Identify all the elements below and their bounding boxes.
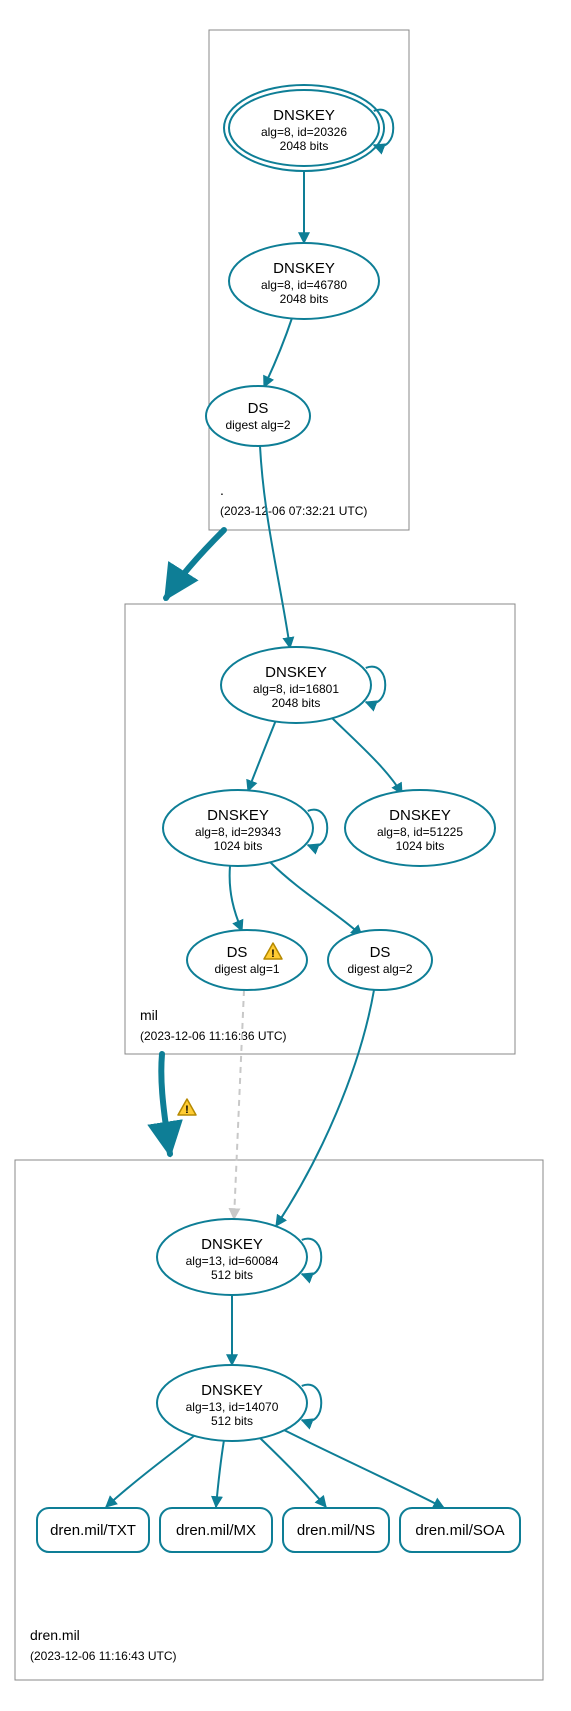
node-sub2-drenZSK: 512 bits	[211, 1414, 253, 1428]
node-sub1-drenKSK: alg=13, id=60084	[186, 1254, 279, 1268]
node-sub1-rootKSK: alg=8, id=20326	[261, 125, 347, 139]
node-milKSK: DNSKEYalg=8, id=168012048 bits	[221, 647, 385, 723]
node-drenKSK: DNSKEYalg=13, id=60084512 bits	[157, 1219, 321, 1295]
node-milDS2: DSdigest alg=2	[328, 930, 432, 990]
node-title-milZSK2: DNSKEY	[389, 807, 451, 824]
node-milZSK: DNSKEYalg=8, id=293431024 bits	[163, 790, 327, 866]
zone-timestamp-root: (2023-12-06 07:32:21 UTC)	[220, 504, 367, 518]
zone-delegation-edge-1	[161, 1054, 170, 1154]
zone-timestamp-mil: (2023-12-06 11:16:36 UTC)	[140, 1029, 287, 1043]
rrset-label-1: dren.mil/MX	[176, 1522, 256, 1539]
svg-text:!: !	[271, 948, 275, 960]
node-sub2-milZSK2: 1024 bits	[396, 839, 445, 853]
zone-timestamp-dren: (2023-12-06 11:16:43 UTC)	[30, 1649, 177, 1663]
edge-rootDS-milKSK	[260, 446, 290, 648]
svg-text:!: !	[185, 1104, 189, 1116]
node-title-rootDS: DS	[248, 400, 269, 417]
node-title-milDS2: DS	[370, 944, 391, 961]
node-title-milKSK: DNSKEY	[265, 664, 327, 681]
edge-milZSK-milDS2	[270, 862, 362, 936]
node-title-drenZSK: DNSKEY	[201, 1382, 263, 1399]
node-title-milDS1: DS	[227, 944, 248, 961]
edge-drenZSK-rr3	[284, 1430, 444, 1508]
node-sub1-milDS2: digest alg=2	[347, 962, 412, 976]
rrset-2: dren.mil/NS	[283, 1508, 389, 1552]
node-sub2-milKSK: 2048 bits	[272, 696, 321, 710]
zone-delegation-edge-0	[166, 530, 224, 598]
rrset-label-3: dren.mil/SOA	[415, 1522, 504, 1539]
rrset-label-0: dren.mil/TXT	[50, 1522, 136, 1539]
rrset-label-2: dren.mil/NS	[297, 1522, 375, 1539]
node-title-drenKSK: DNSKEY	[201, 1236, 263, 1253]
node-sub1-milZSK: alg=8, id=29343	[195, 825, 281, 839]
node-title-milZSK: DNSKEY	[207, 807, 269, 824]
node-sub2-milZSK: 1024 bits	[214, 839, 263, 853]
node-rootKSK: DNSKEYalg=8, id=203262048 bits	[224, 85, 393, 171]
node-drenZSK: DNSKEYalg=13, id=14070512 bits	[157, 1365, 321, 1441]
edge-milZSK-milDS1	[230, 866, 242, 931]
node-sub2-rootKSK: 2048 bits	[280, 139, 329, 153]
zone-label-mil: mil	[140, 1007, 158, 1023]
node-sub1-drenZSK: alg=13, id=14070	[186, 1400, 279, 1414]
node-sub1-milDS1: digest alg=1	[214, 962, 279, 976]
edge-drenZSK-rr1	[216, 1440, 224, 1507]
edge-milKSK-milZSK2	[332, 718, 402, 794]
edge-drenZSK-rr0	[106, 1436, 194, 1507]
node-sub1-rootZSK: alg=8, id=46780	[261, 278, 347, 292]
node-sub1-milKSK: alg=8, id=16801	[253, 682, 339, 696]
node-title-rootKSK: DNSKEY	[273, 107, 335, 124]
node-rootZSK: DNSKEYalg=8, id=467802048 bits	[229, 243, 379, 319]
node-rootDS: DSdigest alg=2	[206, 386, 310, 446]
node-title-rootZSK: DNSKEY	[273, 260, 335, 277]
edge-milKSK-milZSK	[248, 720, 276, 791]
edge-milDS1-drenKSK	[234, 990, 244, 1219]
rrset-1: dren.mil/MX	[160, 1508, 272, 1552]
rrset-3: dren.mil/SOA	[400, 1508, 520, 1552]
rrset-0: dren.mil/TXT	[37, 1508, 149, 1552]
node-sub2-rootZSK: 2048 bits	[280, 292, 329, 306]
edge-drenZSK-rr2	[260, 1438, 326, 1507]
node-sub2-drenKSK: 512 bits	[211, 1268, 253, 1282]
zone-label-root: .	[220, 482, 224, 498]
node-sub1-rootDS: digest alg=2	[225, 418, 290, 432]
node-milDS1: DSdigest alg=1!	[187, 930, 307, 990]
edge-rootZSK-rootDS	[264, 318, 292, 387]
node-milZSK2: DNSKEYalg=8, id=512251024 bits	[345, 790, 495, 866]
edge-milDS2-drenKSK	[276, 990, 374, 1226]
node-sub1-milZSK2: alg=8, id=51225	[377, 825, 463, 839]
zone-label-dren: dren.mil	[30, 1627, 80, 1643]
